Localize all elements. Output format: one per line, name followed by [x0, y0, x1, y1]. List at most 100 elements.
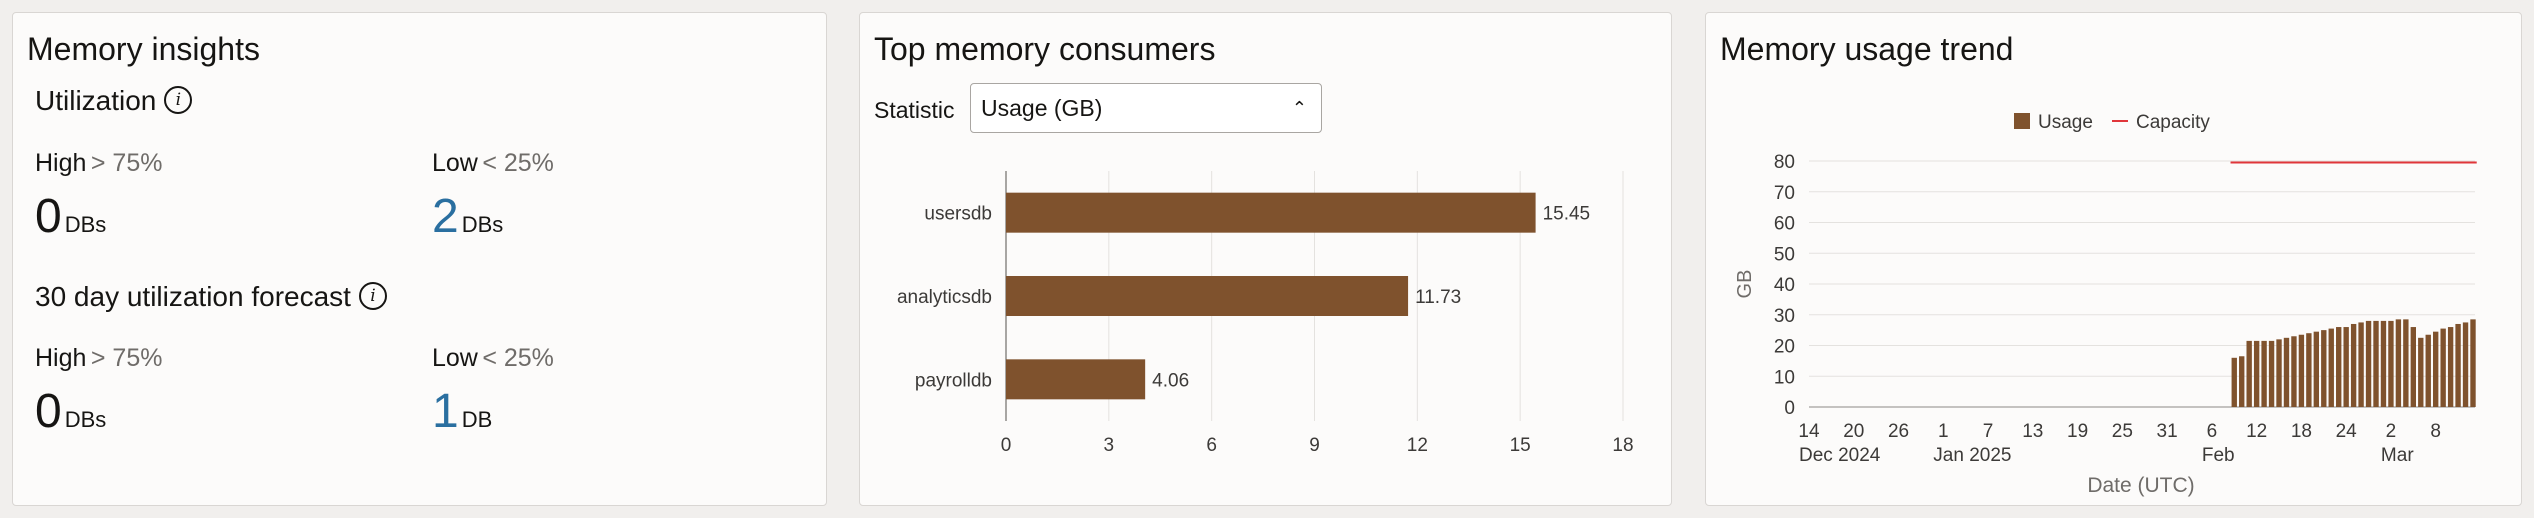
high-count-unit: DBs — [64, 407, 107, 432]
x-tick-month-label: Mar — [2381, 445, 2414, 466]
y-tick-label: 50 — [1774, 244, 1795, 265]
usage-bar[interactable] — [2253, 340, 2260, 407]
usage-trend-chart: Usage Capacity 0 10 20 30 40 50 60 70 80 GB 14 Dec 20… — [1734, 112, 2477, 497]
y-tick-label: 10 — [1774, 367, 1795, 388]
x-tick-label: 0 — [1001, 435, 1012, 456]
forecast-title: 30 day utilization forecast — [35, 281, 351, 312]
utilization-high-count[interactable]: 0 DBs — [35, 189, 106, 244]
usage-bar[interactable] — [2313, 331, 2320, 407]
usage-bar[interactable] — [2350, 323, 2357, 407]
usage-bar[interactable] — [2231, 357, 2237, 407]
usage-bar[interactable] — [2403, 319, 2409, 407]
top-consumers-chart: 0 3 6 9 12 15 18 usersdb 15.45 analyticsdb 11.73 pa… — [897, 171, 1634, 456]
statistic-select-value: Usage (GB) — [981, 95, 1103, 121]
high-threshold: > 75% — [90, 149, 163, 177]
x-axis-label: Date (UTC) — [2087, 474, 2194, 497]
x-tick-label: 2 — [2386, 421, 2397, 442]
high-label: High — [35, 344, 87, 372]
category-label: usersdb — [924, 204, 992, 225]
low-count[interactable]: 2 — [432, 190, 459, 243]
x-tick-label: 3 — [1104, 435, 1115, 456]
usage-bar[interactable] — [2380, 320, 2387, 407]
usage-bar[interactable] — [2470, 319, 2476, 407]
x-tick-label: 7 — [1983, 421, 1994, 442]
usage-bar[interactable] — [2365, 320, 2372, 407]
usage-bar[interactable] — [2291, 336, 2297, 407]
usage-trend-title: Memory usage trend — [1720, 31, 2014, 67]
y-tick-label: 30 — [1774, 306, 1795, 327]
x-tick-label: 13 — [2022, 421, 2043, 442]
consumer-bar[interactable] — [1006, 276, 1409, 316]
x-tick-label: 1 — [1938, 421, 1949, 442]
utilization-high-threshold: High > 75% — [35, 149, 162, 178]
low-count-unit: DBs — [461, 212, 504, 237]
x-tick-label: 12 — [2246, 421, 2267, 442]
consumer-bar[interactable] — [1006, 359, 1146, 400]
y-tick-label: 20 — [1774, 337, 1795, 358]
usage-bar[interactable] — [2276, 339, 2282, 407]
usage-bar[interactable] — [2336, 327, 2342, 407]
usage-bar[interactable] — [2433, 331, 2439, 407]
memory-usage-trend-card: Memory usage trend Usage Capacity 0 10 20 30 4… — [1705, 12, 2522, 506]
x-tick-label: 24 — [2336, 421, 2358, 442]
memory-insights-title: Memory insights — [27, 31, 260, 67]
forecast-low-count[interactable]: 1 DB — [432, 384, 492, 439]
low-label: Low — [432, 344, 478, 372]
usage-bar[interactable] — [2410, 327, 2417, 407]
usage-bar[interactable] — [2395, 319, 2402, 407]
usage-bar[interactable] — [2462, 322, 2469, 407]
utilization-low-threshold: Low < 25% — [432, 149, 554, 178]
usage-bar[interactable] — [2455, 323, 2461, 407]
usage-bar[interactable] — [2425, 334, 2431, 407]
low-count[interactable]: 1 — [432, 385, 459, 438]
forecast-low-threshold: Low < 25% — [432, 344, 554, 373]
usage-bar[interactable] — [2447, 327, 2454, 407]
usage-bar[interactable] — [2268, 340, 2275, 407]
info-icon[interactable]: i — [164, 85, 193, 114]
forecast-high-count[interactable]: 0 DBs — [35, 384, 106, 439]
utilization-low-count[interactable]: 2 DBs — [432, 189, 503, 244]
low-threshold: < 25% — [482, 149, 554, 177]
forecast-high-threshold: High > 75% — [35, 344, 162, 373]
usage-bar[interactable] — [2328, 328, 2334, 407]
x-tick-label: 12 — [1407, 435, 1428, 456]
bar-value-label: 4.06 — [1152, 370, 1189, 391]
usage-bar[interactable] — [2246, 340, 2252, 407]
usage-bar[interactable] — [2358, 322, 2364, 407]
y-tick-label: 80 — [1774, 152, 1795, 173]
category-label: analyticsdb — [897, 287, 992, 308]
usage-bar[interactable] — [2283, 337, 2290, 407]
usage-bar[interactable] — [2306, 333, 2312, 407]
usage-bar[interactable] — [2261, 340, 2267, 407]
usage-bar[interactable] — [2239, 356, 2245, 407]
utilization-title: Utilization — [35, 85, 157, 116]
usage-bar[interactable] — [2343, 327, 2349, 407]
high-count-unit: DBs — [64, 212, 107, 237]
info-icon[interactable]: i — [358, 281, 387, 310]
legend-capacity-label: Capacity — [2136, 112, 2210, 133]
x-tick-label: 26 — [1888, 421, 1909, 442]
bar-value-label: 11.73 — [1415, 287, 1461, 308]
usage-bar[interactable] — [2388, 320, 2394, 407]
x-tick-month-label: Jan 2025 — [1933, 445, 2011, 466]
consumer-bar[interactable] — [1006, 192, 1536, 233]
usage-bar[interactable] — [2373, 320, 2379, 407]
usage-bar[interactable] — [2418, 337, 2424, 407]
low-label: Low — [432, 149, 478, 177]
forecast-heading: 30 day utilization forecast i — [35, 281, 387, 313]
x-tick-label: 8 — [2430, 421, 2441, 442]
usage-bar[interactable] — [2440, 328, 2446, 407]
x-tick-label: 20 — [1843, 421, 1864, 442]
statistic-select[interactable]: Usage (GB) ⌃ — [970, 83, 1322, 133]
chevron-up-down-icon: ⌃ — [1291, 98, 1307, 118]
low-count-unit: DB — [461, 407, 493, 432]
usage-bar[interactable] — [2298, 334, 2305, 407]
high-count[interactable]: 0 — [35, 190, 62, 243]
high-count[interactable]: 0 — [35, 385, 62, 438]
x-tick-label: 6 — [2207, 421, 2218, 442]
x-tick-month-label: Dec 2024 — [1799, 445, 1881, 466]
usage-bar[interactable] — [2321, 330, 2327, 407]
chart-legend: Usage Capacity — [2014, 112, 2210, 133]
statistic-label: Statistic — [874, 97, 955, 123]
x-tick-label: 14 — [1798, 421, 1820, 442]
